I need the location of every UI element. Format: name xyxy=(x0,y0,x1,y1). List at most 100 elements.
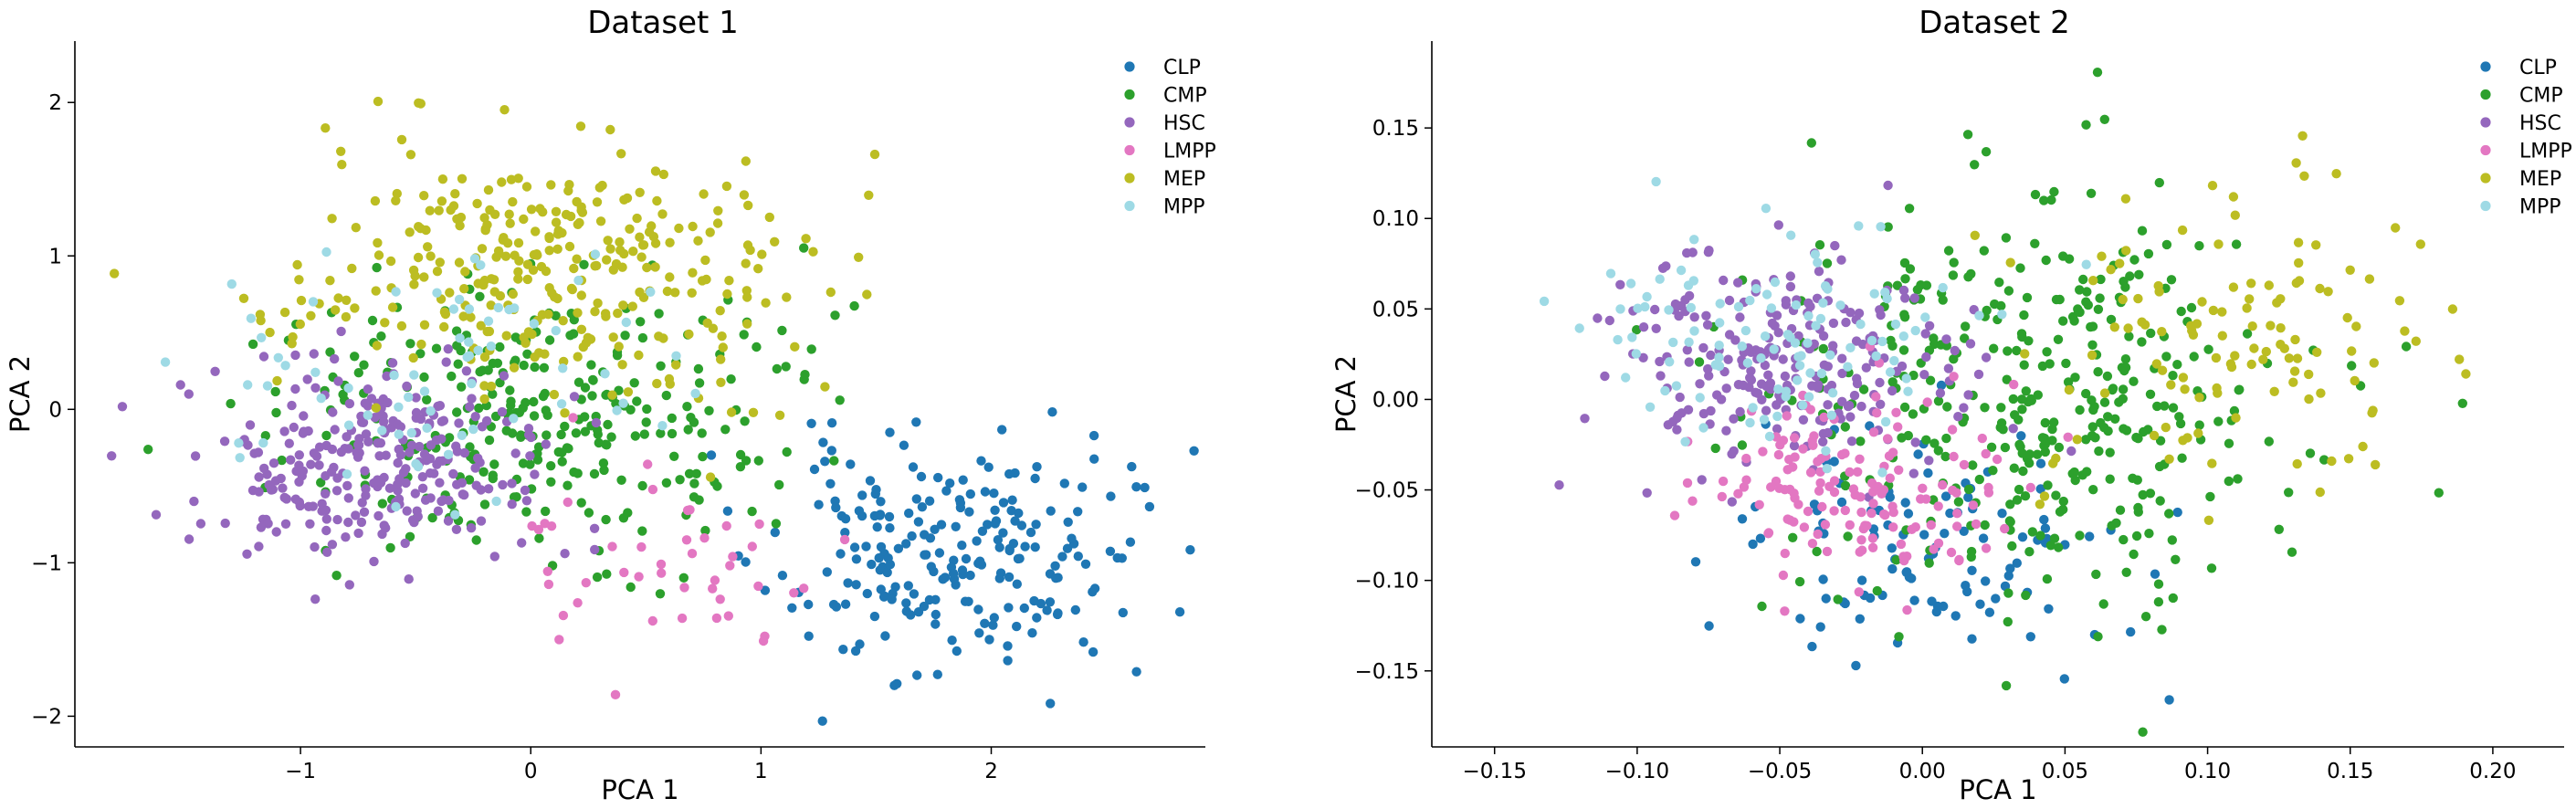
point-mep xyxy=(446,205,456,215)
x-ticks: −0.15 −0.10 −0.05 0.00 0.05 0.10 0.15 0.20 xyxy=(1462,747,2517,783)
point-clp xyxy=(1887,563,1898,574)
point-lmpp xyxy=(1778,570,1789,581)
point-mpp xyxy=(363,410,373,420)
point-cmp xyxy=(2021,590,2031,601)
point-cmp xyxy=(772,363,782,374)
point-mep xyxy=(392,188,402,199)
point-hsc xyxy=(451,524,462,534)
point-clp xyxy=(1855,614,1866,624)
point-hsc xyxy=(219,436,230,447)
point-cmp xyxy=(2046,194,2056,205)
point-lmpp xyxy=(1775,440,1785,450)
point-clp xyxy=(934,548,945,558)
point-mep xyxy=(457,173,468,184)
point-hsc xyxy=(299,411,309,421)
point-clp xyxy=(951,521,961,531)
point-mpp xyxy=(1751,284,1761,294)
point-cmp xyxy=(1814,240,1825,250)
point-mep xyxy=(426,251,436,261)
point-mep xyxy=(2106,265,2116,275)
point-mpp xyxy=(1815,313,1826,324)
x-tick-label: 0.20 xyxy=(2469,760,2516,783)
point-hsc xyxy=(395,450,406,460)
point-lmpp xyxy=(1763,528,1774,538)
point-cmp xyxy=(553,447,563,457)
point-cmp xyxy=(2083,299,2093,310)
point-mep xyxy=(774,410,785,420)
point-mep xyxy=(415,99,426,109)
point-hsc xyxy=(375,478,386,488)
point-clp xyxy=(940,573,951,583)
point-mep xyxy=(265,327,275,338)
y-tick-label: 0.00 xyxy=(1372,388,1419,412)
point-cmp xyxy=(2319,455,2329,465)
point-mep xyxy=(652,378,662,389)
point-clp xyxy=(1829,457,1839,467)
point-clp xyxy=(1144,501,1155,512)
point-cmp xyxy=(475,367,485,377)
point-mep xyxy=(2323,287,2333,297)
point-hsc xyxy=(1897,361,1908,372)
point-cmp xyxy=(2063,377,2074,387)
point-mpp xyxy=(1680,436,1690,447)
point-cmp xyxy=(1908,370,1919,381)
point-hsc xyxy=(1856,401,1866,412)
point-mep xyxy=(2400,326,2410,336)
point-lmpp xyxy=(753,581,763,592)
point-hsc xyxy=(1883,180,1893,191)
point-cmp xyxy=(1899,402,1910,413)
point-clp xyxy=(893,543,904,553)
point-cmp xyxy=(2058,251,2068,261)
point-mpp xyxy=(469,254,480,264)
point-mep xyxy=(2207,458,2217,468)
point-lmpp xyxy=(1807,539,1818,549)
point-clp xyxy=(1807,641,1817,652)
point-lmpp xyxy=(711,613,722,624)
point-clp xyxy=(1042,605,1052,615)
point-cmp xyxy=(603,419,613,430)
point-mep xyxy=(2292,353,2303,363)
point-mep xyxy=(2231,413,2241,423)
point-cmp xyxy=(2118,394,2128,404)
point-lmpp xyxy=(1856,507,1866,518)
point-mep xyxy=(1970,230,1980,240)
point-mep xyxy=(476,320,486,331)
point-mep xyxy=(2088,276,2098,286)
point-lmpp xyxy=(1862,520,1872,531)
point-mep xyxy=(2115,258,2125,268)
point-hsc xyxy=(497,406,508,417)
point-cmp xyxy=(2194,241,2204,251)
point-mpp xyxy=(1854,221,1864,231)
point-hsc xyxy=(1698,408,1709,419)
point-lmpp xyxy=(1887,447,1898,457)
point-clp xyxy=(885,427,895,437)
point-clp xyxy=(865,476,876,486)
point-cmp xyxy=(1943,246,1954,256)
point-mep xyxy=(670,288,680,298)
point-clp xyxy=(1045,597,1056,607)
point-hsc xyxy=(1920,329,1930,339)
point-clp xyxy=(1755,533,1766,543)
point-cmp xyxy=(2039,440,2049,451)
point-cmp xyxy=(2045,541,2056,551)
point-cmp xyxy=(2032,449,2043,459)
point-clp xyxy=(920,550,930,560)
point-hsc xyxy=(1657,263,1668,273)
point-mep xyxy=(605,244,615,254)
point-cmp xyxy=(325,347,335,357)
point-cmp xyxy=(2161,352,2171,362)
point-clp xyxy=(1025,527,1036,538)
point-mep xyxy=(2123,323,2133,333)
point-mpp xyxy=(1756,353,1766,363)
point-hsc xyxy=(404,574,414,584)
point-mpp xyxy=(1835,300,1845,310)
point-hsc xyxy=(1965,339,1976,349)
point-clp xyxy=(1030,473,1040,484)
point-mpp xyxy=(1686,302,1697,313)
point-cmp xyxy=(580,383,591,393)
point-cmp xyxy=(471,535,481,545)
point-mep xyxy=(2304,369,2314,380)
point-clp xyxy=(1050,561,1060,571)
point-lmpp xyxy=(647,484,658,495)
